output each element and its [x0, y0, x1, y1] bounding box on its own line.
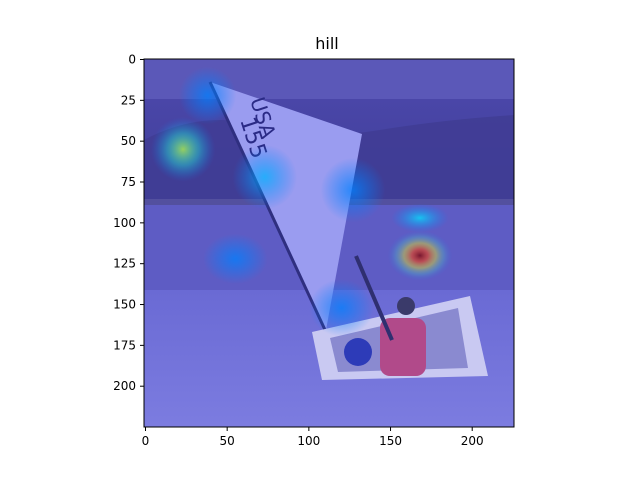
- heatmap-hotspot: [150, 116, 216, 182]
- y-tick-label: 0: [128, 53, 136, 67]
- background-photo: USA 155: [144, 59, 514, 427]
- heatmap-hotspot: [320, 157, 386, 223]
- x-tick-label: 50: [220, 434, 235, 448]
- chart-title: hill: [315, 34, 338, 53]
- y-tick-label: 125: [113, 257, 136, 271]
- photo-sailor-head: [397, 297, 415, 315]
- heatmap-hotspot: [309, 279, 374, 337]
- y-tick-label: 50: [121, 134, 136, 148]
- y-tick-label: 150: [113, 298, 136, 312]
- y-tick-label: 200: [113, 379, 136, 393]
- y-tick-label: 175: [113, 338, 136, 352]
- y-tick-label: 100: [113, 216, 136, 230]
- heatmap-hotspot: [387, 230, 453, 281]
- y-axis: 0 25 50 75 100 125 150 175 200: [113, 53, 144, 393]
- plot-frame: [143, 58, 515, 428]
- heatmap-overlay: [150, 66, 453, 337]
- x-tick-label: 200: [461, 434, 484, 448]
- photo-sailor: [380, 318, 426, 376]
- x-tick-label: 100: [297, 434, 320, 448]
- photo-tiller: [354, 255, 394, 341]
- x-axis: 0 50 100 150 200: [142, 427, 484, 448]
- photo-sail: [210, 82, 362, 330]
- x-tick-label: 0: [142, 434, 150, 448]
- photo-bag: [344, 338, 372, 366]
- x-tick-label: 150: [379, 434, 402, 448]
- y-tick-label: 25: [121, 93, 136, 107]
- heatmap-hotspot: [391, 203, 449, 233]
- heatmap-hotspot: [202, 233, 268, 284]
- heatmap-hotspot: [232, 144, 298, 210]
- plot-area: USA 155: [143, 58, 515, 428]
- heatmap-hotspot: [178, 66, 237, 125]
- y-tick-label: 75: [121, 175, 136, 189]
